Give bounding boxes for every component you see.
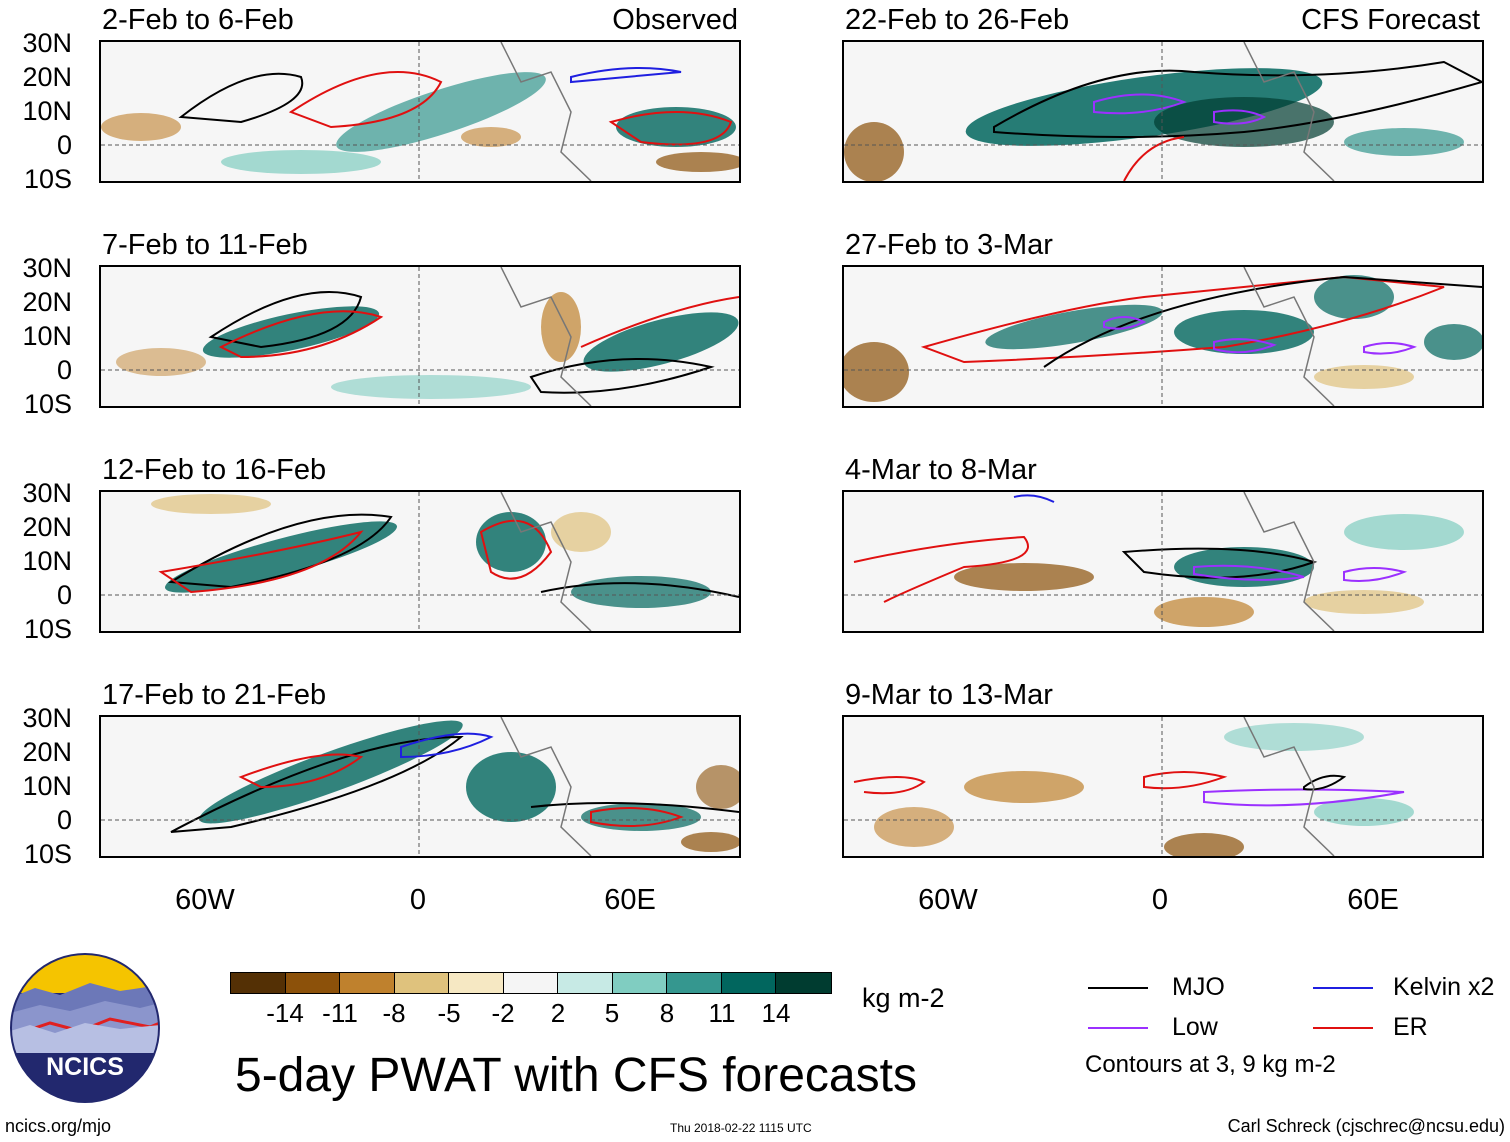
legend-swatch-low (1088, 1027, 1148, 1029)
legend-swatch-kelvin (1313, 987, 1373, 989)
lon-label: 60E (1347, 884, 1399, 916)
panel-title: 4-Mar to 8-Mar (845, 454, 1037, 486)
legend-label-er: ER (1393, 1013, 1428, 1041)
colorbar-swatch (285, 972, 340, 994)
legend-label-kelvin: Kelvin x2 (1393, 973, 1495, 1001)
lat-label: 10N (22, 546, 72, 576)
main-title: 5-day PWAT with CFS forecasts (235, 1049, 917, 1102)
colorbar-swatch (503, 972, 558, 994)
lat-label: 20N (22, 512, 72, 542)
colorbar-label: 5 (604, 998, 620, 1028)
lat-label: 30N (22, 28, 72, 58)
map-panel-2feb-6feb (99, 40, 741, 183)
lat-label: 10N (22, 96, 72, 126)
legend-swatch-mjo (1088, 987, 1148, 989)
map-panel-4mar-8mar (842, 490, 1484, 633)
map-panel-9mar-13mar (842, 715, 1484, 858)
lon-label: 60E (604, 884, 656, 916)
logo-text: NCICS (46, 1053, 124, 1081)
colorbar-swatch (448, 972, 504, 994)
colorbar-label: -14 (266, 998, 304, 1028)
colorbar-label: -11 (322, 998, 358, 1028)
cfs-forecast-header: CFS Forecast (1301, 4, 1480, 36)
map-panel-27feb-3mar (842, 265, 1484, 408)
map-panel-7feb-11feb (99, 265, 741, 408)
lat-label: 10S (23, 164, 72, 194)
footer-author: Carl Schreck (cjschrec@ncsu.edu) (1227, 1116, 1505, 1136)
lat-label: 0 (56, 130, 72, 160)
colorbar-label: 11 (708, 998, 736, 1028)
colorbar-label: 8 (659, 998, 675, 1028)
panel-title: 7-Feb to 11-Feb (102, 229, 308, 261)
lon-label: 0 (409, 884, 427, 916)
legend-label-mjo: MJO (1172, 973, 1225, 1001)
footer-url[interactable]: ncics.org/mjo (5, 1116, 112, 1136)
legend-label-low: Low (1172, 1013, 1218, 1041)
contour-note: Contours at 3, 9 kg m-2 (1085, 1051, 1336, 1078)
observed-header: Observed (612, 4, 738, 36)
lat-label: 10S (23, 614, 72, 644)
colorbar-swatch (775, 972, 832, 994)
lat-label: 0 (56, 355, 72, 385)
colorbar-swatch (557, 972, 613, 994)
ncics-logo: NCICS (10, 953, 160, 1103)
colorbar-swatch (721, 972, 776, 994)
panel-title: 17-Feb to 21-Feb (102, 679, 327, 711)
panel-title: 27-Feb to 3-Mar (845, 229, 1053, 261)
map-panel-12feb-16feb (99, 490, 741, 633)
ncics-logo-icon (10, 953, 160, 1103)
panel-title: 12-Feb to 16-Feb (102, 454, 327, 486)
colorbar-label: 14 (761, 998, 791, 1028)
colorbar-swatch (230, 972, 286, 994)
colorbar-label: -8 (382, 998, 406, 1028)
panel-title: 9-Mar to 13-Mar (845, 679, 1053, 711)
map-panel-22feb-26feb (842, 40, 1484, 183)
colorbar-swatch (339, 972, 395, 994)
lat-label: 10N (22, 321, 72, 351)
colorbar-label: -2 (491, 998, 515, 1028)
colorbar-swatch (666, 972, 722, 994)
colorbar-unit: kg m-2 (862, 983, 945, 1013)
lat-label: 10N (22, 771, 72, 801)
lat-label: 30N (22, 478, 72, 508)
panel-title: 22-Feb to 26-Feb (845, 4, 1070, 36)
legend: MJO Kelvin x2 Low ER Contours at 3, 9 kg… (1085, 970, 1505, 1080)
lon-label: 60W (175, 884, 235, 916)
footer-timestamp: Thu 2018-02-22 1115 UTC (670, 1121, 812, 1135)
lat-label: 20N (22, 737, 72, 767)
colorbar (230, 972, 832, 994)
colorbar-label: -5 (437, 998, 461, 1028)
lat-label: 30N (22, 253, 72, 283)
lat-label: 10S (23, 839, 72, 869)
lat-label: 30N (22, 703, 72, 733)
lat-label: 10S (23, 389, 72, 419)
lon-label: 0 (1151, 884, 1169, 916)
lat-label: 20N (22, 287, 72, 317)
colorbar-swatch (394, 972, 449, 994)
lon-label: 60W (918, 884, 978, 916)
lat-label: 20N (22, 62, 72, 92)
legend-swatch-er (1313, 1027, 1373, 1029)
colorbar-swatch (612, 972, 667, 994)
map-panel-17feb-21feb (99, 715, 741, 858)
colorbar-label: 2 (550, 998, 566, 1028)
lat-label: 0 (56, 580, 72, 610)
panel-title: 2-Feb to 6-Feb (102, 4, 294, 36)
lat-label: 0 (56, 805, 72, 835)
